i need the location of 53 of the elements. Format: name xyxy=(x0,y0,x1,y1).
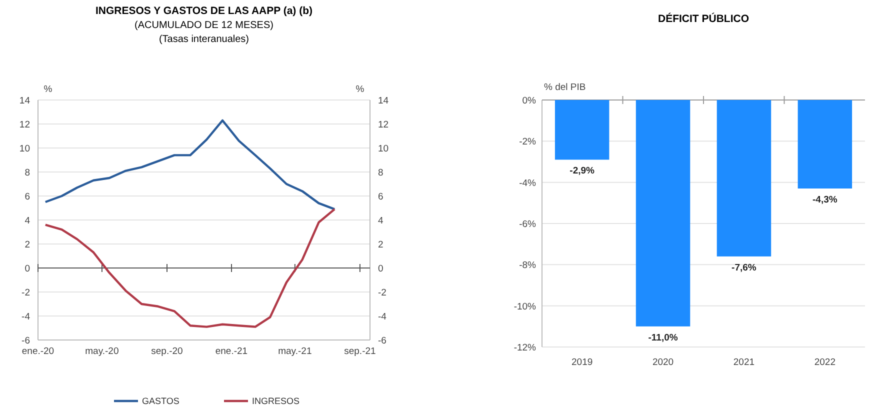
x-tick-label: ene.-21 xyxy=(215,346,248,357)
y2-tick-label: 12 xyxy=(378,120,389,130)
y-tick-label: 6 xyxy=(24,192,30,202)
y-tick-label: -6% xyxy=(519,219,537,230)
legend-label: INGRESOS xyxy=(252,396,300,406)
y-tick-label: -4% xyxy=(519,178,537,189)
y-tick-label: 2 xyxy=(24,240,30,250)
y-tick-label: 14 xyxy=(19,96,30,106)
y-tick-label: -8% xyxy=(519,260,537,272)
y-tick-label: 12 xyxy=(19,120,30,130)
legend-label: GASTOS xyxy=(142,396,180,406)
y-tick-label: 0 xyxy=(24,264,30,274)
y-tick-label: -2 xyxy=(22,288,30,298)
x-tick-label: 2021 xyxy=(733,357,755,368)
x-tick-label: 2022 xyxy=(814,357,836,368)
y-tick-label: 0% xyxy=(522,96,537,106)
y-tick-label: 8 xyxy=(24,168,30,178)
y-tick-label: 4 xyxy=(24,216,30,226)
line-series xyxy=(44,208,336,328)
y2-tick-label: 2 xyxy=(378,240,384,250)
x-tick-label: 2019 xyxy=(572,357,593,368)
y2-tick-label: 8 xyxy=(378,168,384,178)
y-axis-title: % xyxy=(44,84,53,95)
data-label: -2,9% xyxy=(570,166,596,177)
y-tick-label: -4 xyxy=(22,312,30,322)
y-tick-label: 10 xyxy=(19,144,30,154)
y2-tick-label: 4 xyxy=(378,216,384,226)
y2-tick-label: -6 xyxy=(378,336,386,346)
x-tick-label: may.-20 xyxy=(85,346,119,357)
y-tick-label: -2% xyxy=(519,136,537,148)
line-series xyxy=(44,119,336,210)
y-tick-label: -6 xyxy=(22,336,30,346)
data-label: -11,0% xyxy=(648,332,678,344)
y2-tick-label: -2 xyxy=(378,288,386,298)
y-tick-label: -10% xyxy=(514,301,537,312)
y2-tick-label: 14 xyxy=(378,96,389,106)
x-tick-label: sep.-21 xyxy=(344,346,376,357)
x-tick-label: ene.-20 xyxy=(22,346,54,357)
chart-subtitle: (ACUMULADO DE 12 MESES) (Tasas interanuales) xyxy=(134,20,274,45)
data-label: -7,6% xyxy=(732,262,757,274)
chart-title: DÉFICIT PÚBLICO xyxy=(658,12,749,25)
data-label: -4,3% xyxy=(812,194,838,206)
x-tick-label: may.-21 xyxy=(278,346,312,357)
y-axis-title: % del PIB xyxy=(544,82,586,93)
chart-title: INGRESOS Y GASTOS DE LAS AAPP (a) (b) xyxy=(95,5,313,17)
y2-tick-label: -4 xyxy=(378,312,386,322)
y2-tick-label: 6 xyxy=(378,192,384,202)
y-tick-label: -12% xyxy=(514,342,537,354)
y2-tick-label: 0 xyxy=(378,264,384,274)
x-tick-label: 2020 xyxy=(652,357,674,368)
x-tick-label: sep.-20 xyxy=(151,346,183,357)
y2-axis-title: % xyxy=(356,84,365,95)
y2-tick-label: 10 xyxy=(378,144,389,154)
